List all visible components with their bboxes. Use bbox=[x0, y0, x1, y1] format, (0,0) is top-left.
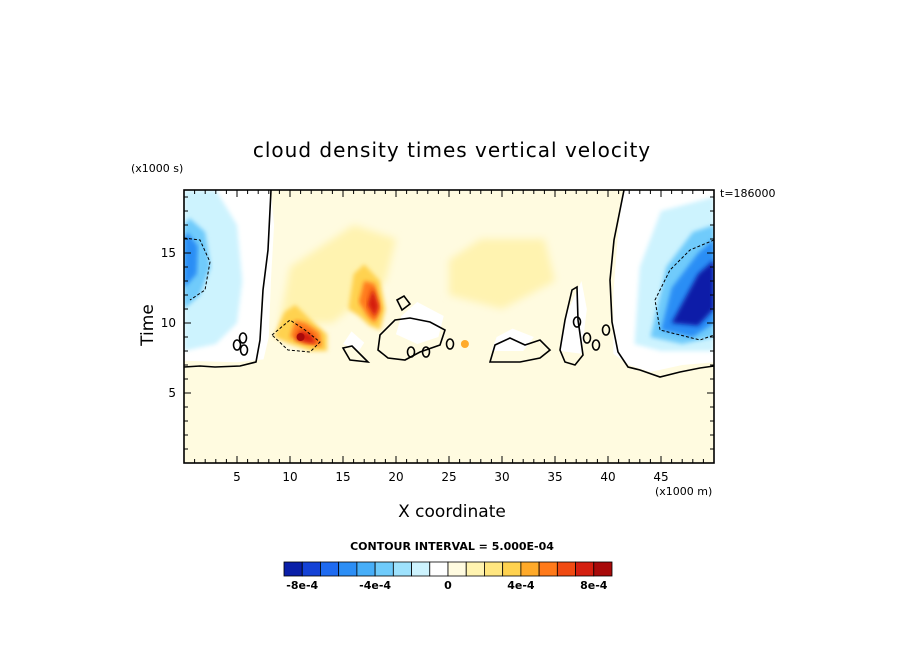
colorbar-swatch bbox=[356, 561, 376, 577]
time-stamp: t=186000 bbox=[720, 187, 776, 200]
weak-positive-patch-2 bbox=[449, 239, 555, 309]
zero-contour-patch bbox=[377, 317, 446, 361]
positive-core-1-peak bbox=[296, 333, 305, 341]
colorbar-tick-label: -4e-4 bbox=[359, 579, 391, 592]
x-axis-multiplier: (x1000 m) bbox=[655, 485, 713, 498]
y-tick-label: 5 bbox=[168, 386, 176, 400]
left-negative-core bbox=[184, 232, 198, 288]
negative-contour-left bbox=[184, 237, 211, 301]
zero-contour-patch bbox=[488, 337, 552, 363]
colorbar-swatch bbox=[301, 561, 321, 577]
zero-contour-ring bbox=[582, 332, 592, 344]
negative-contour-right bbox=[654, 239, 714, 341]
colorbar-swatch bbox=[392, 561, 412, 577]
colorbar-swatch bbox=[520, 561, 540, 577]
colorbar-swatch bbox=[593, 561, 613, 577]
x-tick-label: 20 bbox=[388, 470, 403, 484]
zero-contour-right bbox=[609, 190, 714, 378]
zero-contour-patch bbox=[341, 345, 371, 364]
zero-contour-ring bbox=[445, 338, 455, 350]
zero-contour-ring bbox=[572, 316, 582, 328]
contour-interval-label: CONTOUR INTERVAL = 5.000E-04 bbox=[350, 540, 554, 553]
x-tick-label: 35 bbox=[547, 470, 562, 484]
zero-contour-ring bbox=[601, 324, 611, 336]
positive-contour-1 bbox=[271, 319, 321, 353]
colorbar-swatch bbox=[447, 561, 467, 577]
colorbar-swatch bbox=[465, 561, 485, 577]
colorbar-swatch bbox=[283, 561, 303, 577]
zero-contour-ring bbox=[238, 332, 248, 344]
axes: 5 10 15 20 25 30 35 40 45 5 10 15 bbox=[161, 189, 715, 484]
colorbar-swatch bbox=[429, 561, 449, 577]
colorbar-swatch bbox=[484, 561, 504, 577]
zero-contour-left bbox=[184, 190, 272, 368]
x-axis-label: X coordinate bbox=[398, 502, 506, 522]
x-tick-label: 45 bbox=[653, 470, 668, 484]
x-tick-label: 5 bbox=[233, 470, 241, 484]
colorbar-tick-label: 4e-4 bbox=[507, 579, 535, 592]
colorbar-swatch bbox=[374, 561, 394, 577]
colorbar-tick-label: 8e-4 bbox=[580, 579, 608, 592]
x-tick-label: 30 bbox=[494, 470, 509, 484]
colorbar-swatch bbox=[556, 561, 576, 577]
positive-dot bbox=[460, 340, 469, 348]
colorbar-tick-label: 0 bbox=[444, 579, 452, 592]
zero-contour-patch bbox=[395, 294, 412, 312]
right-negative-core bbox=[671, 260, 714, 326]
y-tick-label: 15 bbox=[161, 246, 176, 260]
colorbar-swatch bbox=[575, 561, 595, 577]
x-tick-label: 40 bbox=[600, 470, 615, 484]
weak-positive-patch-1 bbox=[279, 225, 396, 323]
zero-contour-ring bbox=[406, 346, 416, 358]
zero-contour-ring bbox=[232, 339, 242, 351]
x-tick-label: 15 bbox=[335, 470, 350, 484]
colorbar-tick-label: -8e-4 bbox=[286, 579, 318, 592]
colorbar: -8e-4 -4e-4 0 4e-4 8e-4 bbox=[283, 561, 613, 592]
chart-title: cloud density times vertical velocity bbox=[252, 138, 652, 162]
x-tick-label: 25 bbox=[441, 470, 456, 484]
colorbar-swatch bbox=[411, 561, 431, 577]
zero-contour-patch bbox=[559, 285, 584, 366]
colorbar-swatch bbox=[538, 561, 558, 577]
y-tick-label: 10 bbox=[161, 316, 176, 330]
heatmap-field bbox=[184, 190, 714, 463]
colorbar-swatch bbox=[502, 561, 522, 577]
colorbar-swatch bbox=[338, 561, 358, 577]
zero-contour-ring bbox=[421, 346, 431, 358]
zero-contour-ring bbox=[239, 344, 249, 356]
zero-contour-ring bbox=[591, 339, 601, 351]
colorbar-swatch bbox=[320, 561, 340, 577]
x-tick-label: 10 bbox=[282, 470, 297, 484]
negative-patch bbox=[396, 302, 444, 344]
y-axis-multiplier: (x1000 s) bbox=[131, 162, 184, 175]
positive-core-2-inner bbox=[367, 288, 379, 318]
